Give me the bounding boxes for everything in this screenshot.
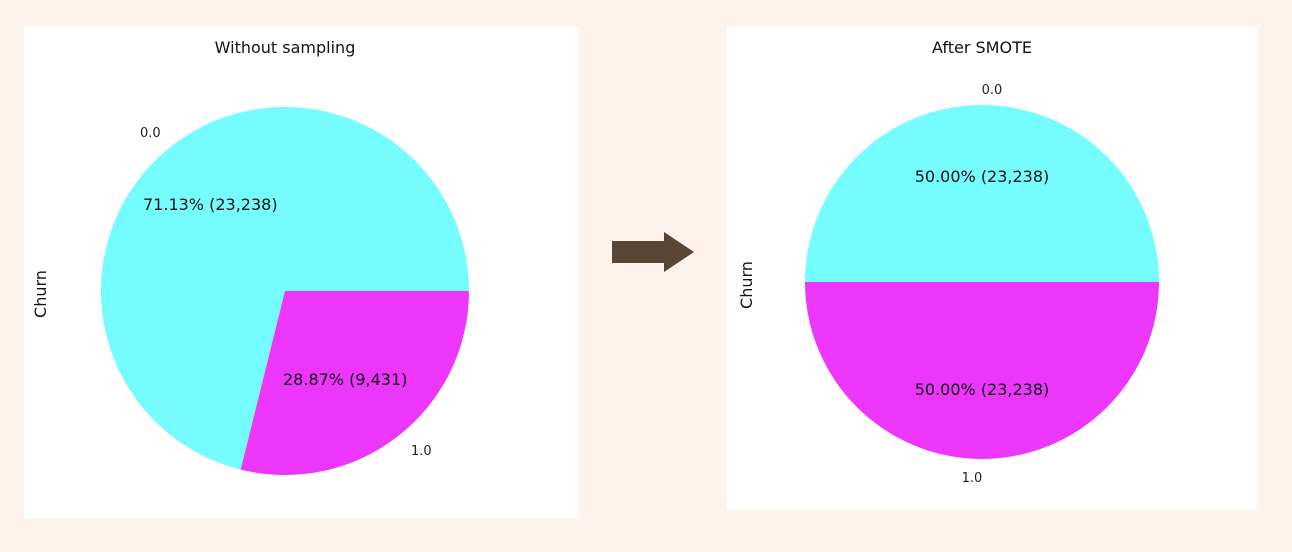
y-axis-label: Churn bbox=[31, 270, 50, 318]
pie-slice-1.0 bbox=[240, 291, 469, 475]
slice-label-1: 28.87% (9,431) bbox=[283, 370, 407, 389]
chart-panel-without-sampling: Without sampling Churn 0.0 1.0 71.13% (2… bbox=[24, 27, 579, 518]
y-axis-label: Churn bbox=[737, 261, 756, 309]
category-label-1: 1.0 bbox=[962, 471, 983, 486]
chart-panel-after-smote: After SMOTE Churn 0.0 1.0 50.00% (23,238… bbox=[727, 27, 1258, 509]
slice-label-0: 71.13% (23,238) bbox=[143, 195, 278, 214]
category-label-0: 0.0 bbox=[982, 83, 1003, 98]
pie-slice-1.0 bbox=[805, 282, 1159, 459]
slice-label-1: 50.00% (23,238) bbox=[915, 380, 1050, 399]
right-arrow-icon bbox=[612, 232, 694, 272]
pie-chart-without-sampling: Without sampling Churn 0.0 1.0 71.13% (2… bbox=[31, 38, 469, 475]
pie-chart-after-smote: After SMOTE Churn 0.0 1.0 50.00% (23,238… bbox=[737, 38, 1159, 486]
slice-label-0: 50.00% (23,238) bbox=[915, 167, 1050, 186]
pie-slice-0.0 bbox=[805, 105, 1159, 282]
pie-slices bbox=[805, 105, 1159, 459]
pie-slices bbox=[101, 107, 469, 475]
pie-slice-0.0 bbox=[101, 107, 469, 470]
category-label-0: 0.0 bbox=[140, 126, 161, 141]
chart-title: After SMOTE bbox=[932, 38, 1032, 57]
chart-title: Without sampling bbox=[215, 38, 356, 57]
category-label-1: 1.0 bbox=[411, 444, 432, 459]
